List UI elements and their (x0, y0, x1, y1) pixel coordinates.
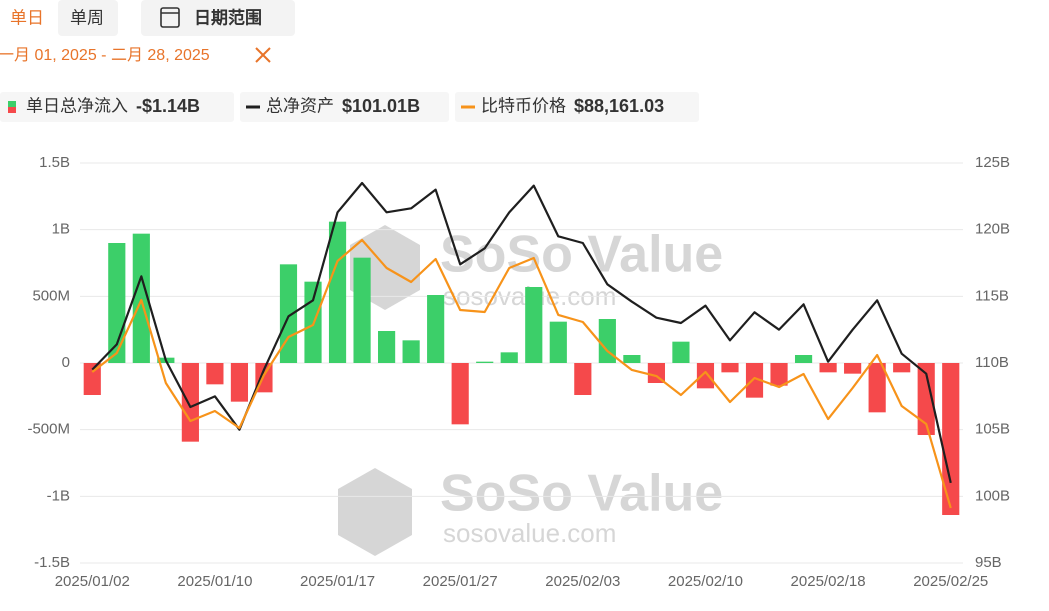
bar (721, 363, 739, 373)
y2-tick-label: 110B (975, 354, 1009, 371)
bar (598, 319, 616, 363)
calendar-icon (160, 7, 180, 28)
bar (917, 363, 935, 435)
legend-value: -$1.14B (136, 96, 200, 116)
watermark-brand: SoSo Value (440, 226, 723, 284)
date-range: 一月 01, 2025 - 二月 28, 2025 (0, 47, 210, 64)
y2-tick-label: 120B (975, 221, 1010, 238)
bar (476, 361, 494, 363)
bar (525, 287, 543, 363)
bar (83, 363, 101, 395)
legend-swatch (8, 101, 16, 107)
bar (672, 341, 690, 363)
legend-bg (0, 92, 234, 122)
x-tick-label: 2025/02/18 (791, 573, 866, 590)
bar (819, 363, 837, 373)
x-tick-label: 2025/01/27 (423, 573, 498, 590)
bar (181, 363, 199, 442)
bar (132, 233, 150, 363)
bar (328, 221, 347, 363)
bar (206, 363, 224, 385)
date-button[interactable]: 日期范围 (194, 7, 262, 27)
x-tick-label: 2025/02/03 (545, 573, 620, 590)
bar (378, 331, 396, 363)
legend: 单日总净流入 -$1.14B 总净资产 $101.01B 比特币价格 $88,161.03 (0, 92, 699, 122)
y2-tick-label: 100B (975, 487, 1010, 504)
bar (696, 363, 715, 389)
line (91, 238, 952, 509)
watermark-site: sosovalue.com (443, 518, 616, 548)
watermark-logo (338, 225, 420, 556)
bar (770, 363, 788, 386)
y-tick-label: -1B (47, 487, 70, 504)
bar (868, 363, 886, 413)
y-tick-label: 1B (52, 221, 70, 238)
x-tick-label: 2025/01/17 (300, 573, 375, 590)
y2-tick-label: 125B (975, 154, 1010, 171)
x-tick-label: 2025/02/25 (913, 573, 988, 590)
y2-tick-label: 105B (975, 421, 1010, 438)
bar (353, 257, 371, 363)
bar (745, 363, 764, 398)
x-tick-label: 2025/02/10 (668, 573, 743, 590)
legend-label: 总净资产 (266, 96, 334, 115)
y2-tick-label: 115B (975, 287, 1009, 304)
y-tick-label: -1.5B (34, 554, 70, 571)
legend-label: 比特币价格 (481, 96, 566, 115)
bar (549, 321, 567, 363)
x-tick-label: 2025/01/10 (177, 573, 252, 590)
tab-daily[interactable]: 单日 (10, 8, 44, 27)
bar (279, 264, 298, 363)
y-tick-label: 1.5B (39, 154, 70, 171)
y-tick-label: -500M (27, 421, 70, 438)
bar (794, 355, 813, 363)
clear-date[interactable] (255, 47, 271, 63)
bar (451, 363, 469, 425)
legend-value: $101.01B (342, 96, 420, 116)
x-tick-label: 2025/01/02 (55, 573, 130, 590)
legend-swatch (8, 107, 16, 113)
y-tick-label: 500M (32, 287, 70, 304)
bar (893, 363, 911, 373)
legend-value: $88,161.03 (574, 96, 664, 116)
bar (844, 363, 862, 374)
tab-weekly[interactable]: 单周 (70, 8, 104, 27)
legend-bg (240, 92, 449, 122)
bar (500, 352, 518, 363)
y-tick-label: 0 (62, 354, 70, 371)
bar (230, 363, 249, 402)
tab-weekly-bg[interactable] (58, 0, 118, 36)
bar (942, 363, 960, 515)
legend-bg (455, 92, 699, 122)
bar (623, 355, 641, 363)
bar (402, 340, 420, 363)
legend-label: 单日总净流入 (26, 96, 128, 115)
bar (574, 363, 592, 395)
bar (427, 295, 445, 363)
watermark-brand: SoSo Value (440, 465, 723, 523)
y2-tick-label: 95B (975, 554, 1002, 571)
